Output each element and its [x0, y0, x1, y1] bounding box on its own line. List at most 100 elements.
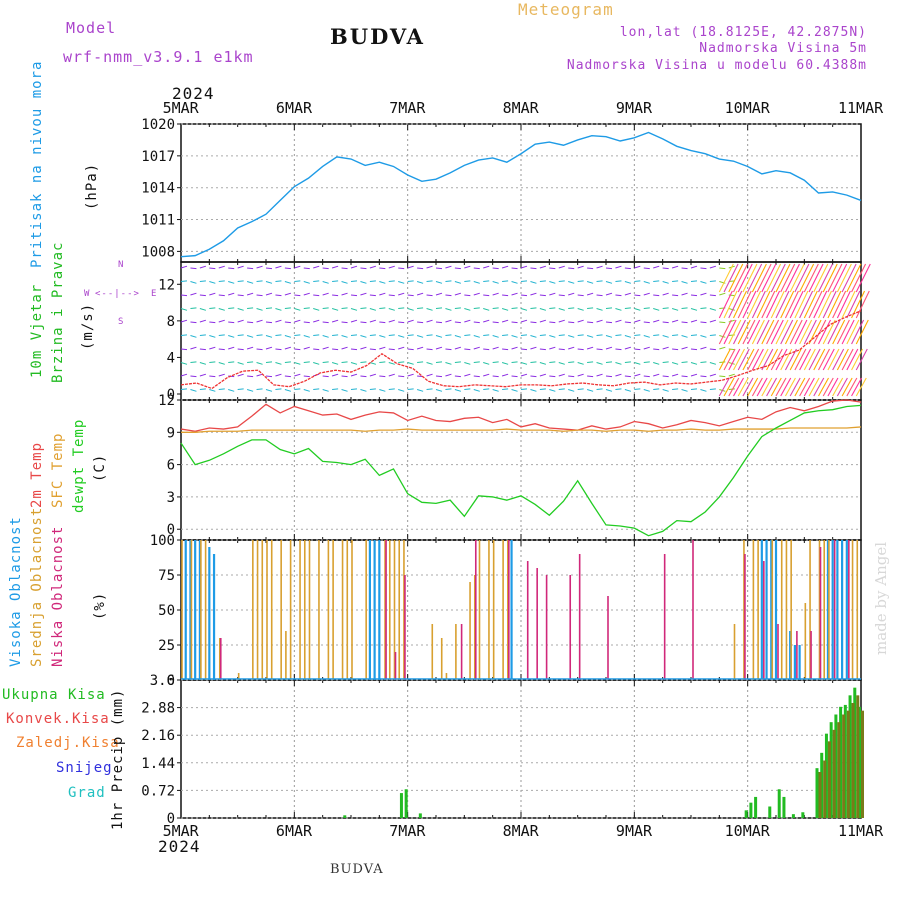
wind-arrow — [672, 280, 679, 282]
wind-arrow — [539, 373, 547, 377]
wind-arrow — [690, 294, 698, 297]
wind-arrow — [851, 377, 863, 397]
wind-arrow — [577, 308, 584, 311]
wind-arrow — [313, 388, 320, 390]
wind-arrow — [615, 334, 622, 336]
wind-arrow — [615, 294, 622, 297]
wind-arrow — [549, 307, 556, 309]
wind-arrow — [209, 389, 216, 392]
wind-arrow — [511, 375, 518, 378]
pressure-ytick-label: 1017 — [141, 149, 175, 165]
wind-arrow — [520, 294, 528, 297]
compass-w: W — [84, 289, 91, 299]
wind-arrow — [331, 319, 339, 323]
wind-arrow — [662, 267, 669, 270]
wind-arrow — [265, 346, 273, 350]
wind-arrow — [199, 388, 206, 390]
wind-arrow — [209, 321, 216, 324]
wind-arrow — [464, 388, 471, 390]
wind-arrow — [846, 377, 858, 397]
wind-arrow — [228, 307, 235, 309]
wind-arrow — [681, 375, 688, 378]
wind-arrow — [832, 377, 844, 397]
compass-s: S — [118, 317, 125, 327]
wind-arrow — [662, 361, 669, 363]
wind-arrow — [855, 263, 871, 293]
wind-arrow — [341, 307, 348, 309]
wind-arrow — [454, 389, 462, 392]
wind-arrow — [284, 389, 292, 392]
wind-arrow — [398, 292, 405, 296]
wind-arrow — [520, 373, 528, 377]
precip-bar — [768, 806, 772, 818]
wind-arrow — [718, 263, 734, 293]
wind-arrow — [435, 389, 443, 392]
wind-arrow — [653, 334, 660, 336]
wind-arrow — [803, 263, 819, 293]
wind-arrow — [464, 308, 471, 311]
wind-arrow — [615, 373, 622, 377]
wind-arrow — [643, 307, 650, 309]
wind-arrow — [766, 348, 779, 371]
wind-arrow — [751, 263, 767, 293]
wind-arrow — [780, 263, 796, 293]
wind-arrow — [379, 361, 386, 363]
wind-arrow — [426, 373, 433, 377]
time-label-bottom: 6MAR — [275, 822, 313, 840]
wind-arrow — [653, 294, 660, 297]
wind-arrow — [435, 292, 443, 296]
precip-bar — [829, 722, 833, 818]
wind-arrow — [350, 373, 358, 377]
wind-arrow — [199, 373, 207, 377]
wind-arrow — [275, 319, 282, 323]
wind-arrow — [799, 319, 813, 345]
wind-arrow — [303, 346, 310, 350]
wind-arrow — [237, 388, 244, 390]
wind-arrow — [690, 334, 698, 336]
wind-arrow — [733, 377, 744, 397]
wind-arrow — [723, 263, 739, 293]
wind-arrow — [237, 373, 244, 377]
wind-arrow — [426, 280, 433, 282]
wind-arrow — [341, 375, 348, 378]
wind-arrow — [331, 308, 339, 311]
wind-arrow — [209, 346, 216, 350]
wind-arrow — [558, 373, 565, 377]
time-label-bottom: 9MAR — [615, 822, 653, 840]
wind-arrow — [246, 281, 254, 284]
wind-arrow — [818, 319, 831, 345]
wind-arrow — [492, 346, 499, 350]
wind-arrow — [190, 335, 197, 338]
wind-arrow — [756, 290, 771, 319]
wind-arrow — [322, 321, 329, 324]
wind-arrow — [634, 362, 641, 365]
wind-arrow — [379, 292, 386, 296]
wind-arrow — [530, 281, 537, 284]
wind-arrow — [587, 361, 594, 363]
wind-arrow — [199, 280, 206, 282]
temp-ytick-label: 6 — [167, 458, 175, 474]
wind-arrow — [653, 308, 660, 311]
wind-arrow — [530, 346, 537, 350]
wind-arrow — [751, 290, 766, 319]
cloud-ytick-label: 75 — [158, 568, 175, 584]
wind-arrow — [275, 362, 282, 365]
wind-arrow — [483, 388, 490, 390]
wind-arrow — [464, 362, 471, 365]
wind-arrow — [228, 281, 235, 284]
wind-arrow — [511, 346, 518, 350]
wind-arrow — [643, 321, 650, 324]
wind-arrow — [737, 290, 752, 319]
wind-arrow — [558, 308, 565, 311]
wind-arrow — [770, 377, 782, 397]
wind-arrow — [464, 265, 471, 269]
wind-arrow — [294, 362, 301, 365]
wind-arrow — [747, 377, 759, 397]
wind-arrow — [577, 265, 584, 269]
wind-arrow — [851, 348, 864, 371]
wind-arrow — [662, 389, 669, 392]
wind-arrow — [568, 389, 575, 392]
wind-arrow — [303, 281, 310, 284]
wind-arrow — [530, 321, 537, 324]
wind-arrow — [388, 373, 395, 377]
